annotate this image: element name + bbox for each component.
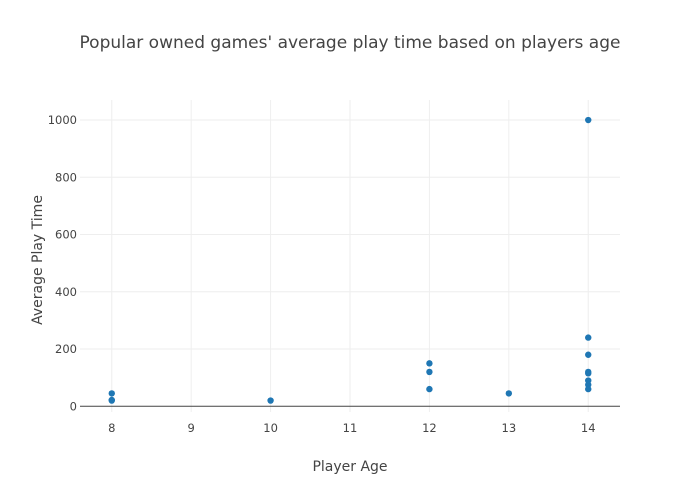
y-tick-label: 1000 bbox=[48, 113, 77, 127]
x-tick-label: 13 bbox=[502, 421, 517, 435]
y-tick-label: 800 bbox=[55, 170, 77, 184]
data-point bbox=[585, 385, 592, 393]
data-point bbox=[108, 396, 115, 404]
y-tick-label: 400 bbox=[55, 285, 77, 299]
data-point bbox=[585, 370, 592, 377]
y-tick-label: 200 bbox=[55, 342, 77, 356]
data-point bbox=[585, 116, 592, 124]
y-tick-label: 600 bbox=[55, 228, 77, 242]
data-point bbox=[267, 397, 274, 404]
grid bbox=[80, 100, 620, 412]
chart-title: Popular owned games' average play time b… bbox=[79, 33, 621, 53]
data-point bbox=[505, 390, 513, 397]
x-tick-label: 14 bbox=[581, 421, 596, 435]
x-axis-title: Player Age bbox=[312, 459, 387, 475]
x-tick-label: 11 bbox=[343, 421, 358, 435]
x-tick-label: 12 bbox=[422, 421, 437, 435]
x-tick-label: 10 bbox=[263, 421, 278, 435]
data-point bbox=[426, 385, 433, 393]
data-point bbox=[108, 390, 115, 397]
y-tick-label: 0 bbox=[70, 399, 77, 413]
data-points bbox=[108, 116, 592, 404]
axes: 8 9 10 11 12 13 14 0 200 400 600 800 1000 bbox=[48, 113, 620, 435]
data-point bbox=[585, 351, 592, 358]
data-point bbox=[585, 334, 592, 341]
data-point bbox=[426, 360, 433, 367]
x-tick-label: 9 bbox=[188, 421, 195, 435]
data-point bbox=[426, 368, 433, 376]
x-tick-label: 8 bbox=[108, 421, 115, 435]
y-axis-title: Average Play Time bbox=[30, 195, 46, 325]
